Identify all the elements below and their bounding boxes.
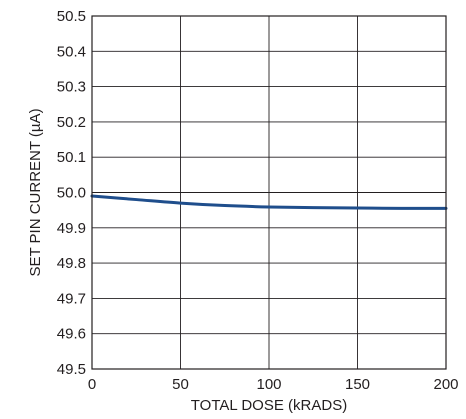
x-tick-labels: 0 50 100 150 200 [88, 376, 459, 393]
y-tick-label: 49.5 [57, 361, 86, 378]
set-pin-current-line [90, 194, 448, 210]
y-tick-label: 50.4 [57, 43, 86, 60]
y-tick-label: 49.9 [57, 220, 86, 237]
plot-frame [91, 15, 447, 370]
grid [92, 16, 446, 369]
y-tick-label: 50.3 [57, 79, 86, 96]
y-tick-label: 50.0 [57, 185, 86, 202]
y-tick-label: 50.1 [57, 149, 86, 166]
x-tick-label: 100 [256, 376, 281, 393]
x-axis-title: TOTAL DOSE (kRADS) [191, 397, 347, 414]
x-tick-label: 50 [172, 376, 189, 393]
y-tick-labels: 50.5 50.4 50.3 50.2 50.1 50.0 49.9 49.8 49.7 49.6… [57, 8, 86, 378]
y-tick-label: 50.2 [57, 114, 86, 131]
x-tick-label: 150 [345, 376, 370, 393]
y-axis-title: SET PIN CURRENT (µA) [27, 108, 44, 276]
y-tick-label: 49.6 [57, 326, 86, 343]
x-tick-label: 0 [88, 376, 96, 393]
y-tick-label: 49.7 [57, 290, 86, 307]
y-tick-label: 50.5 [57, 8, 86, 25]
series-layer [90, 194, 448, 210]
y-tick-label: 49.8 [57, 255, 86, 272]
x-tick-label: 200 [433, 376, 458, 393]
